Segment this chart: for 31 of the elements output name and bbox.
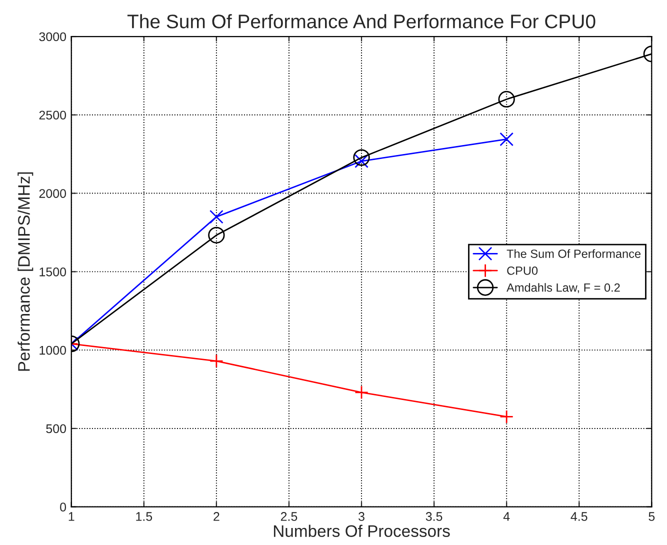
x-axis-title: Numbers Of Processors <box>274 524 450 537</box>
legend-label: The Sum Of Performance <box>506 249 641 258</box>
x-tick-label: 1 <box>68 512 74 521</box>
point <box>354 385 368 400</box>
x-tick-label: 2.5 <box>280 512 298 521</box>
legend-label: CPU0 <box>507 266 538 275</box>
y-tick-label: 2000 <box>39 189 66 198</box>
chart-title: The Sum Of Performance And Performance For CPU0 <box>127 14 596 28</box>
x-tick-label: 5 <box>648 512 655 521</box>
x-tick-label: 3.5 <box>426 512 442 521</box>
y-tick-label: 2500 <box>39 110 66 120</box>
y-tick-label: 1500 <box>40 267 66 276</box>
point <box>498 90 515 108</box>
x-tick-label: 3 <box>358 512 364 521</box>
point <box>500 410 514 424</box>
y-tick-label: 0 <box>60 502 66 512</box>
point <box>209 354 224 368</box>
x-tick-label: 4 <box>503 512 510 521</box>
y-tick-label: 500 <box>46 424 66 434</box>
y-tick-label: 1000 <box>40 346 66 355</box>
point <box>500 132 514 146</box>
x-tick-label: 2 <box>214 512 220 521</box>
x-tick-label: 1.5 <box>136 512 152 521</box>
legend-label: Amdahls Law, F = 0.2 <box>506 283 620 294</box>
y-axis-title: Performance [DMIPS/MHz] <box>18 172 34 371</box>
point <box>354 154 368 168</box>
point <box>208 226 225 244</box>
point <box>209 210 224 224</box>
x-tick-label: 4.5 <box>570 512 588 521</box>
point <box>353 149 370 166</box>
y-tick-label: 3000 <box>39 32 66 42</box>
